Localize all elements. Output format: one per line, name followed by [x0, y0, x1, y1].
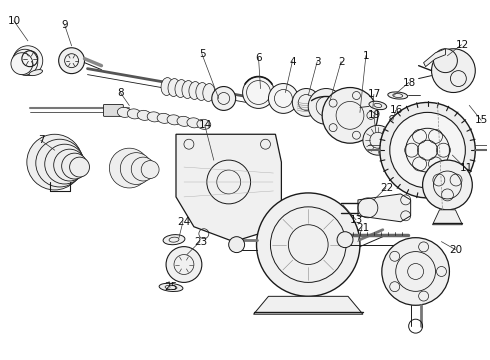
- Circle shape: [243, 77, 274, 108]
- Circle shape: [13, 46, 43, 76]
- Circle shape: [382, 238, 449, 305]
- Circle shape: [54, 149, 86, 181]
- Ellipse shape: [147, 112, 161, 122]
- Circle shape: [131, 157, 155, 181]
- FancyBboxPatch shape: [103, 104, 123, 116]
- Polygon shape: [253, 296, 363, 314]
- Text: 18: 18: [403, 77, 416, 87]
- Circle shape: [322, 87, 378, 143]
- Text: 10: 10: [8, 16, 21, 26]
- Ellipse shape: [161, 78, 173, 95]
- Ellipse shape: [182, 81, 194, 98]
- Circle shape: [257, 193, 360, 296]
- Text: 7: 7: [38, 135, 45, 145]
- Ellipse shape: [168, 78, 180, 96]
- Ellipse shape: [177, 116, 191, 126]
- Circle shape: [141, 161, 159, 179]
- Ellipse shape: [388, 92, 408, 99]
- Polygon shape: [358, 194, 411, 222]
- Circle shape: [363, 125, 393, 155]
- Circle shape: [432, 49, 475, 93]
- Circle shape: [269, 84, 298, 113]
- Circle shape: [337, 232, 353, 248]
- Text: 13: 13: [350, 215, 363, 225]
- Circle shape: [12, 49, 38, 75]
- Ellipse shape: [197, 119, 211, 129]
- Polygon shape: [176, 134, 281, 242]
- Ellipse shape: [189, 82, 201, 99]
- Ellipse shape: [157, 113, 171, 123]
- Circle shape: [27, 134, 82, 190]
- Text: 20: 20: [449, 244, 463, 255]
- Circle shape: [36, 139, 83, 187]
- Text: 8: 8: [117, 87, 124, 98]
- Text: 24: 24: [177, 217, 190, 227]
- Text: 16: 16: [390, 105, 403, 116]
- Text: 1: 1: [363, 51, 369, 61]
- Text: 9: 9: [62, 20, 68, 30]
- Ellipse shape: [187, 118, 201, 128]
- Text: 23: 23: [194, 237, 207, 247]
- Text: 4: 4: [290, 57, 296, 67]
- Ellipse shape: [137, 111, 151, 120]
- Circle shape: [166, 247, 202, 282]
- Text: 5: 5: [199, 49, 205, 59]
- Circle shape: [434, 49, 457, 73]
- Circle shape: [70, 157, 90, 177]
- Text: 6: 6: [256, 53, 262, 63]
- Text: 22: 22: [380, 183, 393, 193]
- Text: 17: 17: [368, 90, 381, 99]
- Text: 11: 11: [459, 163, 473, 173]
- Circle shape: [380, 103, 475, 198]
- Circle shape: [45, 144, 84, 184]
- Text: 14: 14: [199, 120, 212, 130]
- Ellipse shape: [127, 109, 141, 119]
- Circle shape: [422, 160, 472, 210]
- Text: 19: 19: [368, 111, 381, 120]
- Ellipse shape: [203, 84, 215, 102]
- Circle shape: [62, 153, 88, 179]
- Circle shape: [59, 48, 84, 73]
- Ellipse shape: [175, 80, 187, 98]
- Circle shape: [229, 237, 245, 253]
- Ellipse shape: [163, 235, 185, 245]
- Text: 12: 12: [455, 40, 468, 50]
- Text: 15: 15: [475, 115, 489, 125]
- Ellipse shape: [29, 69, 43, 76]
- Ellipse shape: [159, 283, 183, 292]
- Circle shape: [308, 89, 344, 124]
- Circle shape: [121, 153, 152, 184]
- Circle shape: [212, 86, 236, 111]
- Circle shape: [109, 148, 149, 188]
- Polygon shape: [423, 49, 445, 67]
- Ellipse shape: [167, 115, 181, 125]
- Ellipse shape: [196, 82, 208, 100]
- Circle shape: [11, 53, 33, 75]
- Text: 3: 3: [314, 57, 321, 67]
- Ellipse shape: [118, 107, 131, 117]
- Text: 25: 25: [164, 282, 177, 292]
- Circle shape: [390, 112, 466, 188]
- Text: 21: 21: [356, 223, 369, 233]
- Circle shape: [293, 89, 320, 116]
- Polygon shape: [433, 210, 463, 225]
- Text: 2: 2: [338, 57, 344, 67]
- Ellipse shape: [369, 101, 387, 110]
- Ellipse shape: [390, 115, 396, 120]
